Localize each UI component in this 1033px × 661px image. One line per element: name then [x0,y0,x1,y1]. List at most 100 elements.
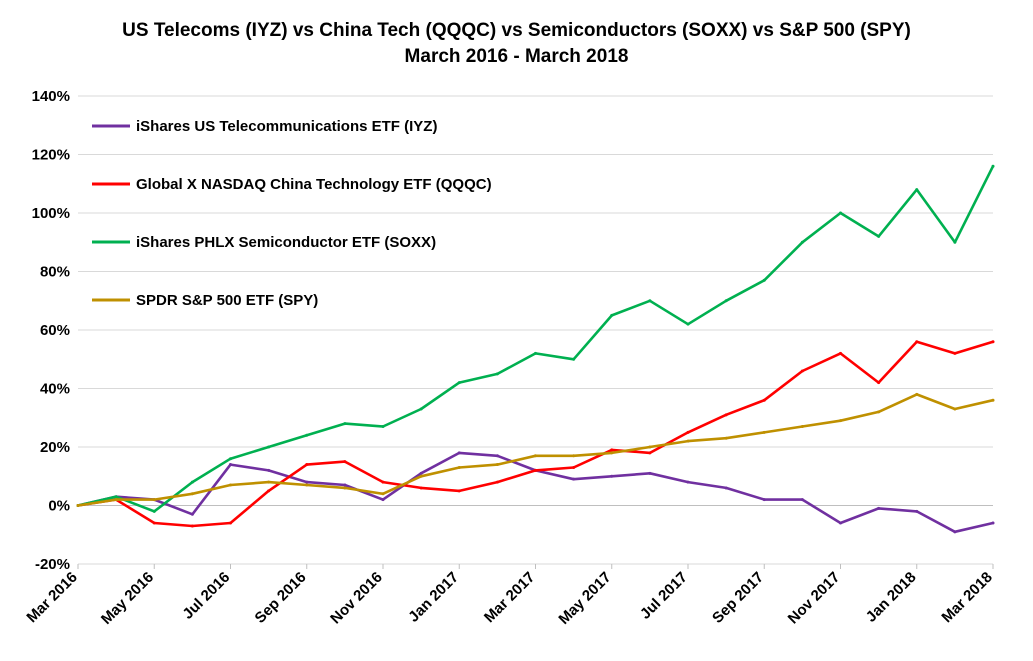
data-point [877,234,881,238]
data-point [953,351,957,355]
legend-label: Global X NASDAQ China Technology ETF (QQ… [136,176,492,193]
data-point [991,521,995,525]
x-tick-label: Nov 2017 [785,569,844,628]
legend-label: SPDR S&P 500 ETF (SPY) [136,292,318,309]
data-point [724,299,728,303]
x-tick-label: Mar 2016 [23,569,80,626]
y-axis: -20% 0% 20% 40% 60% 80% 100% 120% 140% [32,88,70,573]
data-point [991,164,995,168]
data-point [419,474,423,478]
data-point [152,498,156,502]
y-tick-label: 0% [48,498,70,515]
y-tick-label: 60% [40,322,70,339]
legend-label: iShares US Telecommunications ETF (IYZ) [136,118,437,135]
data-point [343,460,347,464]
data-point [877,410,881,414]
data-point [457,451,461,455]
data-point [572,454,576,458]
data-point [877,381,881,385]
x-tick-label: Jul 2016 [179,569,233,623]
data-point [495,454,499,458]
data-point [229,521,232,525]
data-point [152,509,156,513]
data-point [381,425,385,429]
data-point [343,422,347,426]
data-point [991,340,995,344]
data-point [267,445,271,449]
data-point [229,457,232,461]
data-point [381,492,385,496]
chart-title-block: US Telecoms (IYZ) vs China Tech (QQQC) v… [0,18,1033,70]
legend-item: SPDR S&P 500 ETF (SPY) [92,292,318,309]
data-point [190,512,194,516]
data-point [190,492,194,496]
data-point [419,486,423,490]
data-point [572,477,576,481]
data-point [839,419,842,423]
y-tick-label: 80% [40,264,70,281]
data-point [610,474,614,478]
data-point [457,381,461,385]
series-group [76,392,995,507]
y-tick-label: 20% [40,439,70,456]
data-point [305,433,309,437]
x-tick-label: Sep 2016 [252,569,310,627]
x-tick-label: Jan 2017 [405,569,462,626]
data-point [724,436,728,440]
data-point [495,463,499,467]
series-line [76,340,995,528]
data-point [305,483,309,487]
data-point [877,506,881,510]
data-point [267,480,271,484]
data-point [724,486,728,490]
data-point [915,188,919,192]
data-point [114,495,118,499]
data-point [114,498,118,502]
series-lines [76,164,995,534]
data-point [534,468,537,472]
data-point [839,521,842,525]
legend-label: iShares PHLX Semiconductor ETF (SOXX) [136,234,436,251]
data-point [572,465,576,469]
data-point [457,489,461,493]
data-point [610,313,614,317]
data-point [953,530,957,534]
data-point [762,398,766,402]
data-point [800,369,804,373]
chart-title: US Telecoms (IYZ) vs China Tech (QQQC) v… [122,20,911,41]
data-point [648,451,652,455]
data-point [534,351,537,355]
x-tick-label: Mar 2017 [481,569,538,626]
x-tick-label: Mar 2018 [938,569,995,626]
data-point [229,463,232,467]
data-point [229,483,232,487]
series-group [76,340,995,528]
data-point [686,439,690,443]
data-point [915,392,919,396]
data-point [343,483,347,487]
data-point [648,299,652,303]
data-point [800,425,804,429]
data-point [800,498,804,502]
data-point [800,240,804,244]
data-point [953,240,957,244]
data-point [76,504,80,507]
data-point [457,465,461,469]
data-point [915,509,919,513]
y-tick-label: 140% [32,88,70,105]
legend-item: iShares PHLX Semiconductor ETF (SOXX) [92,234,436,251]
data-point [724,413,728,417]
data-point [762,430,766,434]
series-group [76,164,995,513]
data-point [953,407,957,411]
gridlines [78,95,993,565]
x-tick-label: Sep 2017 [709,569,767,627]
data-point [915,340,919,344]
y-tick-label: -20% [35,556,70,573]
data-point [610,451,614,455]
data-point [305,480,309,484]
data-point [343,486,347,490]
data-point [839,351,842,355]
data-point [305,463,309,467]
chart-subtitle: March 2016 - March 2018 [404,46,629,67]
